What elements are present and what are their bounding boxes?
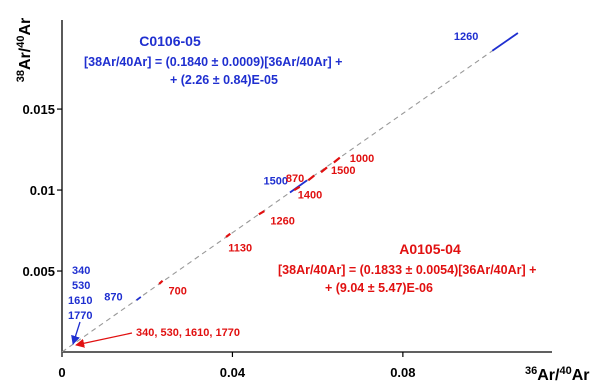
segment-c0106-1260	[491, 32, 519, 52]
segment-a0105-700	[158, 279, 164, 285]
segment-label-c0106-870: 870	[104, 292, 122, 304]
segment-label-a0105-1260: 1260	[270, 216, 294, 228]
blue-cluster-label-1770: 1770	[68, 310, 92, 322]
y-tick-label: 0.01	[30, 183, 55, 198]
series-a0105-equation-line-2: + (9.04 ± 5.47)E-06	[325, 281, 433, 295]
segment-a0105-870	[307, 174, 315, 182]
segment-a0105-1130	[225, 232, 231, 238]
series-c0106-equation-line-2: + (2.26 ± 0.84)E-05	[170, 73, 278, 87]
segment-label-a0105-870: 870	[286, 173, 304, 185]
ticks: 0 0.04 0.08 0.005 0.01 0.015	[22, 102, 415, 380]
segment-label-c0106-1260: 1260	[454, 31, 478, 43]
axes	[61, 20, 552, 353]
reference-line	[61, 32, 519, 353]
segment-a0105-1500	[320, 166, 328, 174]
segment-label-c0106-1500: 1500	[263, 175, 287, 187]
x-axis-label: 36Ar/40Ar	[525, 365, 590, 384]
x-tick-label: 0	[58, 365, 65, 380]
blue-cluster-arrow	[71, 321, 81, 345]
blue-cluster-label-340: 340	[72, 265, 90, 277]
segment-a0105-1000	[333, 156, 341, 164]
series-c0106-equation-line-1: [38Ar/40Ar] = (0.1840 ± 0.0009)[36Ar/40A…	[84, 55, 342, 69]
y-axis-label: 38Ar/40Ar	[15, 18, 34, 83]
x-tick-label: 0.08	[390, 365, 415, 380]
data-segments	[136, 32, 519, 301]
reference-regression-line	[61, 32, 519, 353]
y-tick-label: 0.015	[22, 102, 55, 117]
segment-label-a0105-1500: 1500	[331, 165, 355, 177]
y-tick-label: 0.005	[22, 264, 55, 279]
segment-a0105-1400	[293, 185, 301, 191]
series-a0105-title: A0105-04	[399, 241, 461, 257]
blue-cluster-label-1610: 1610	[68, 295, 92, 307]
series-a0105-equation-line-1: [38Ar/40Ar] = (0.1833 ± 0.0054)[36Ar/40A…	[278, 263, 536, 277]
segment-label-a0105-700: 700	[169, 285, 187, 297]
segment-label-a0105-1000: 1000	[350, 153, 374, 165]
segment-label-a0105-1130: 1130	[228, 242, 252, 254]
red-cluster-label: 340, 530, 1610, 1770	[136, 327, 240, 339]
series-c0106-title: C0106-05	[139, 33, 201, 49]
segment-a0105-1260	[258, 210, 265, 216]
red-cluster-arrow	[75, 332, 133, 348]
segment-label-a0105-1400: 1400	[298, 189, 322, 201]
blue-cluster-label-530: 530	[72, 280, 90, 292]
segment-c0106-870	[136, 296, 142, 301]
x-tick-label: 0.04	[220, 365, 246, 380]
